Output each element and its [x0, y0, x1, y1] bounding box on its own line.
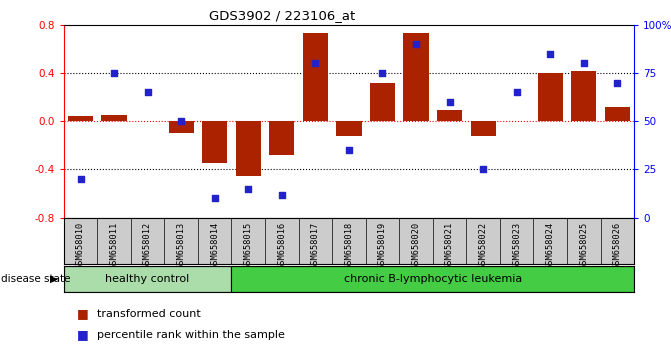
Bar	[370, 82, 395, 121]
Point	[411, 41, 421, 47]
Text: GDS3902 / 223106_at: GDS3902 / 223106_at	[209, 9, 355, 22]
Text: GSM658016: GSM658016	[277, 221, 287, 269]
Text: ▶: ▶	[50, 274, 58, 284]
Bar	[470, 121, 496, 136]
Point	[545, 51, 556, 57]
Point	[310, 61, 321, 66]
Bar	[303, 33, 328, 121]
Bar	[269, 121, 295, 155]
Bar	[571, 70, 597, 121]
Bar	[64, 266, 231, 292]
Text: percentile rank within the sample: percentile rank within the sample	[97, 330, 285, 340]
Text: GSM658026: GSM658026	[613, 221, 622, 269]
Point	[377, 70, 388, 76]
Point	[478, 167, 488, 172]
Point	[109, 70, 119, 76]
Point	[176, 118, 187, 124]
Text: GSM658019: GSM658019	[378, 221, 387, 269]
Point	[142, 90, 153, 95]
Bar	[437, 110, 462, 121]
Bar	[68, 116, 93, 121]
Text: GSM658013: GSM658013	[176, 221, 186, 269]
Text: GSM658014: GSM658014	[210, 221, 219, 269]
Text: GSM658017: GSM658017	[311, 221, 320, 269]
Text: GSM658021: GSM658021	[445, 221, 454, 269]
Text: ■: ■	[77, 328, 89, 341]
Bar	[231, 266, 634, 292]
Bar	[101, 115, 127, 121]
Text: GSM658022: GSM658022	[478, 221, 488, 269]
Text: chronic B-lymphocytic leukemia: chronic B-lymphocytic leukemia	[344, 274, 522, 284]
Text: GSM658024: GSM658024	[546, 221, 555, 269]
Text: GSM658018: GSM658018	[344, 221, 354, 269]
Text: GSM658020: GSM658020	[411, 221, 421, 269]
Bar	[605, 107, 630, 121]
Bar	[537, 73, 563, 121]
Text: GSM658025: GSM658025	[579, 221, 588, 269]
Text: GSM658023: GSM658023	[512, 221, 521, 269]
Bar	[202, 121, 227, 164]
Text: GSM658012: GSM658012	[143, 221, 152, 269]
Text: GSM658010: GSM658010	[76, 221, 85, 269]
Point	[75, 176, 86, 182]
Point	[209, 195, 220, 201]
Bar	[168, 121, 194, 133]
Point	[344, 147, 354, 153]
Text: GSM658015: GSM658015	[244, 221, 253, 269]
Point	[444, 99, 455, 105]
Point	[511, 90, 522, 95]
Text: disease state: disease state	[1, 274, 71, 284]
Point	[243, 186, 254, 192]
Bar	[403, 33, 429, 121]
Text: ■: ■	[77, 307, 89, 320]
Text: healthy control: healthy control	[105, 274, 190, 284]
Text: transformed count: transformed count	[97, 309, 201, 319]
Point	[276, 192, 287, 198]
Point	[612, 80, 623, 85]
Bar	[236, 121, 261, 176]
Bar	[336, 121, 362, 136]
Text: GSM658011: GSM658011	[109, 221, 119, 269]
Point	[578, 61, 589, 66]
